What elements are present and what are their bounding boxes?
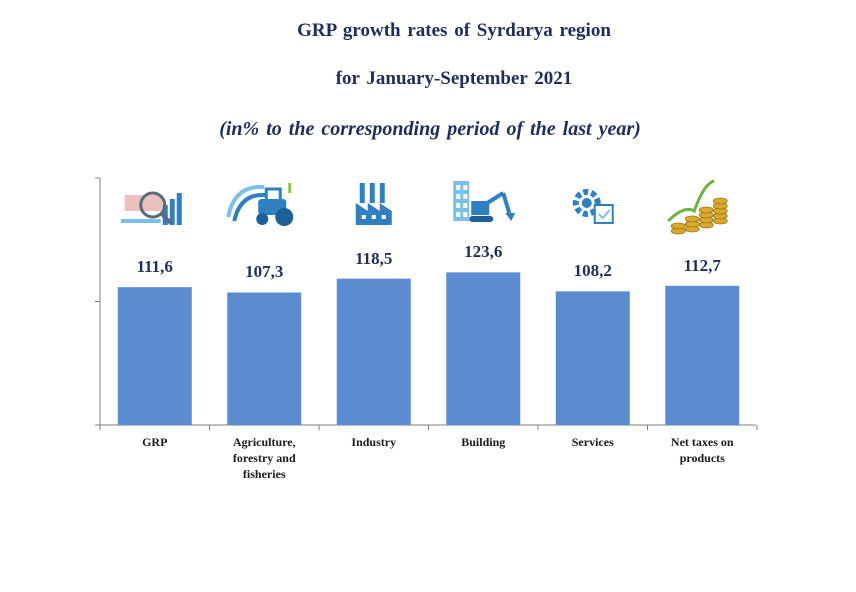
bar bbox=[117, 287, 192, 425]
chart-subtitle: (in% to the corresponding period of the … bbox=[219, 118, 641, 140]
bar bbox=[665, 285, 740, 425]
data-label: 118,5 bbox=[355, 248, 393, 268]
chart-title-line2: for January-September 2021 bbox=[335, 68, 573, 89]
chart-title-line1: GRP growth rates of Syrdarya region bbox=[297, 20, 611, 41]
gear-checklist-icon bbox=[572, 189, 614, 224]
data-label: 107,3 bbox=[245, 262, 284, 282]
x-tick-label: Services bbox=[571, 435, 614, 449]
bar bbox=[446, 272, 521, 425]
factory-icon bbox=[355, 183, 392, 225]
tractor-icon bbox=[226, 183, 294, 226]
bar bbox=[336, 278, 411, 425]
coins-growth-icon bbox=[667, 179, 728, 235]
x-tick-label: Building bbox=[461, 435, 506, 449]
x-tick-label: GRP bbox=[142, 435, 168, 449]
bar bbox=[555, 291, 630, 425]
x-tick-label: Agriculture, forestry and fisheries bbox=[232, 435, 296, 481]
analytics-chart-icon bbox=[120, 191, 182, 225]
data-label: 108,2 bbox=[573, 261, 612, 281]
construction-excavator-icon bbox=[453, 181, 516, 222]
data-label: 112,7 bbox=[683, 255, 721, 275]
x-tick-label: Net taxes on products bbox=[670, 435, 734, 465]
x-tick-label: Industry bbox=[351, 435, 397, 449]
bar bbox=[227, 292, 302, 425]
data-label: 123,6 bbox=[464, 242, 503, 262]
data-label: 111,6 bbox=[136, 257, 173, 277]
